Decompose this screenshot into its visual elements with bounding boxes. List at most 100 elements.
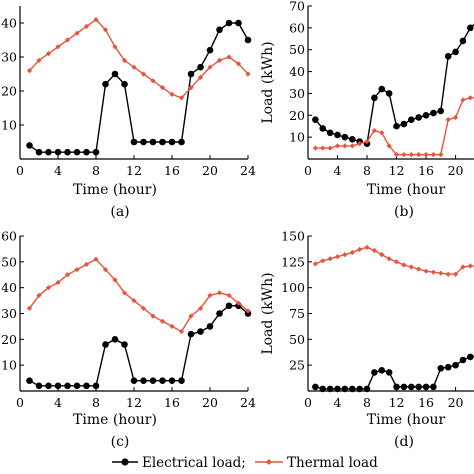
thermal-load-point bbox=[393, 152, 400, 158]
electrical-load-point bbox=[73, 382, 81, 390]
electrical-load-point bbox=[378, 367, 386, 374]
thermal-load-point bbox=[327, 145, 333, 151]
y-tick-label: 125 bbox=[281, 254, 305, 269]
thermal-load-line bbox=[28, 258, 249, 333]
electrical-load-point bbox=[168, 138, 176, 146]
electrical-load-line bbox=[29, 22, 249, 153]
electrical-load-point bbox=[83, 148, 90, 156]
electrical-load-point bbox=[149, 138, 157, 146]
thermal-load-point bbox=[159, 85, 166, 91]
thermal-load-point bbox=[83, 23, 90, 29]
electrical-load-point bbox=[459, 37, 467, 45]
thermal-load-point bbox=[430, 269, 437, 275]
electrical-load-point bbox=[187, 330, 195, 338]
thermal-load-point bbox=[245, 71, 251, 77]
electrical-load-point bbox=[334, 385, 341, 393]
thermal-load-point bbox=[93, 17, 99, 23]
thermal-load-point bbox=[327, 256, 333, 262]
thermal-load-point bbox=[64, 272, 71, 278]
x-tick-label: 4 bbox=[54, 163, 62, 178]
thermal-load-point bbox=[408, 152, 414, 158]
panel-a: 0 4 8 12 16 20 24 10 20 30 40 Time (hour) (a) bbox=[1, 6, 256, 220]
electrical-load-point bbox=[35, 382, 43, 390]
thermal-load-point bbox=[416, 152, 422, 158]
electrical-load-point bbox=[35, 148, 43, 156]
thermal-load-point bbox=[312, 145, 318, 151]
thermal-load-point bbox=[393, 259, 400, 265]
plot-area bbox=[312, 244, 474, 393]
thermal-load-point bbox=[197, 305, 204, 311]
electrical-load-point bbox=[319, 125, 327, 132]
x-tick-label: 12 bbox=[389, 163, 405, 178]
thermal-load-point bbox=[364, 244, 370, 250]
thermal-load-point bbox=[36, 57, 42, 63]
thermal-load-point bbox=[379, 130, 385, 136]
electrical-load-point bbox=[378, 85, 386, 93]
y-tick-label: 100 bbox=[281, 280, 305, 295]
thermal-load-point bbox=[467, 263, 473, 269]
y-tick-label: 30 bbox=[1, 306, 17, 321]
electrical-load-point bbox=[197, 328, 204, 335]
electrical-load-point bbox=[341, 385, 349, 393]
thermal-load-point bbox=[349, 249, 355, 256]
electrical-load-point bbox=[400, 383, 408, 391]
electrical-load-point bbox=[197, 63, 204, 71]
thermal-load-point bbox=[55, 44, 61, 50]
electrical-load-point bbox=[140, 377, 147, 384]
y-tick-label: 50 bbox=[289, 332, 305, 347]
electrical-load-point bbox=[130, 138, 138, 146]
electrical-load-point bbox=[73, 148, 81, 156]
thermal-load-point bbox=[445, 271, 451, 277]
thermal-load-point bbox=[342, 143, 348, 149]
x-axis-label: Time (hour bbox=[367, 182, 446, 198]
electrical-load-point bbox=[444, 363, 452, 371]
thermal-load-point bbox=[169, 323, 175, 330]
thermal-load-point bbox=[371, 127, 377, 134]
x-tick-label: 12 bbox=[126, 395, 142, 410]
thermal-load-point bbox=[226, 292, 232, 299]
electrical-load-point bbox=[45, 382, 52, 390]
electrical-load-point bbox=[121, 341, 128, 348]
panel-c: 0 4 8 12 16 20 24 10 20 30 40 50 60 Time (hour) (c) bbox=[1, 229, 256, 451]
thermal-load-point bbox=[26, 305, 33, 311]
y-tick-label: 20 bbox=[289, 108, 305, 123]
thermal-load-point bbox=[386, 256, 392, 262]
electrical-load-point bbox=[64, 148, 71, 156]
thermal-load-point bbox=[45, 285, 52, 291]
thermal-load-point bbox=[460, 264, 466, 270]
electrical-load-point bbox=[312, 383, 319, 391]
x-tick-label: 16 bbox=[418, 163, 434, 178]
x-tick-label: 20 bbox=[448, 163, 464, 178]
thermal-load-point bbox=[131, 64, 137, 70]
thermal-load-point bbox=[45, 51, 52, 57]
thermal-load-point bbox=[320, 258, 326, 264]
thermal-load-point bbox=[74, 266, 80, 273]
x-tick-label: 12 bbox=[389, 395, 405, 410]
thermal-load-point bbox=[357, 246, 363, 253]
electrical-load-point bbox=[130, 377, 138, 384]
thermal-load-point bbox=[364, 138, 370, 145]
thermal-load-point bbox=[188, 313, 194, 319]
electrical-load-point bbox=[216, 26, 223, 34]
panel-caption: (d) bbox=[394, 434, 414, 450]
thermal-load-point bbox=[197, 74, 204, 80]
thermal-load-point bbox=[140, 305, 147, 311]
thermal-load-point bbox=[460, 97, 466, 103]
legend-thermal-label: Thermal load bbox=[287, 455, 378, 471]
electrical-load-line bbox=[315, 355, 474, 390]
electrical-load-point bbox=[393, 383, 400, 391]
x-tick-label: 4 bbox=[334, 163, 342, 178]
electrical-load-point bbox=[437, 364, 445, 372]
thermal-load-point bbox=[235, 61, 242, 67]
electrical-load-point bbox=[437, 107, 445, 115]
electrical-load-point bbox=[467, 24, 474, 32]
x-tick-label: 20 bbox=[448, 395, 464, 410]
x-tick-label: 4 bbox=[54, 395, 62, 410]
thermal-load-line bbox=[28, 18, 249, 99]
thermal-load-point bbox=[452, 271, 459, 277]
thermal-load-point bbox=[467, 95, 473, 101]
y-axis-label: Load (kWh) bbox=[260, 41, 276, 123]
x-tick-label: 0 bbox=[16, 395, 24, 410]
x-tick-label: 12 bbox=[126, 163, 142, 178]
